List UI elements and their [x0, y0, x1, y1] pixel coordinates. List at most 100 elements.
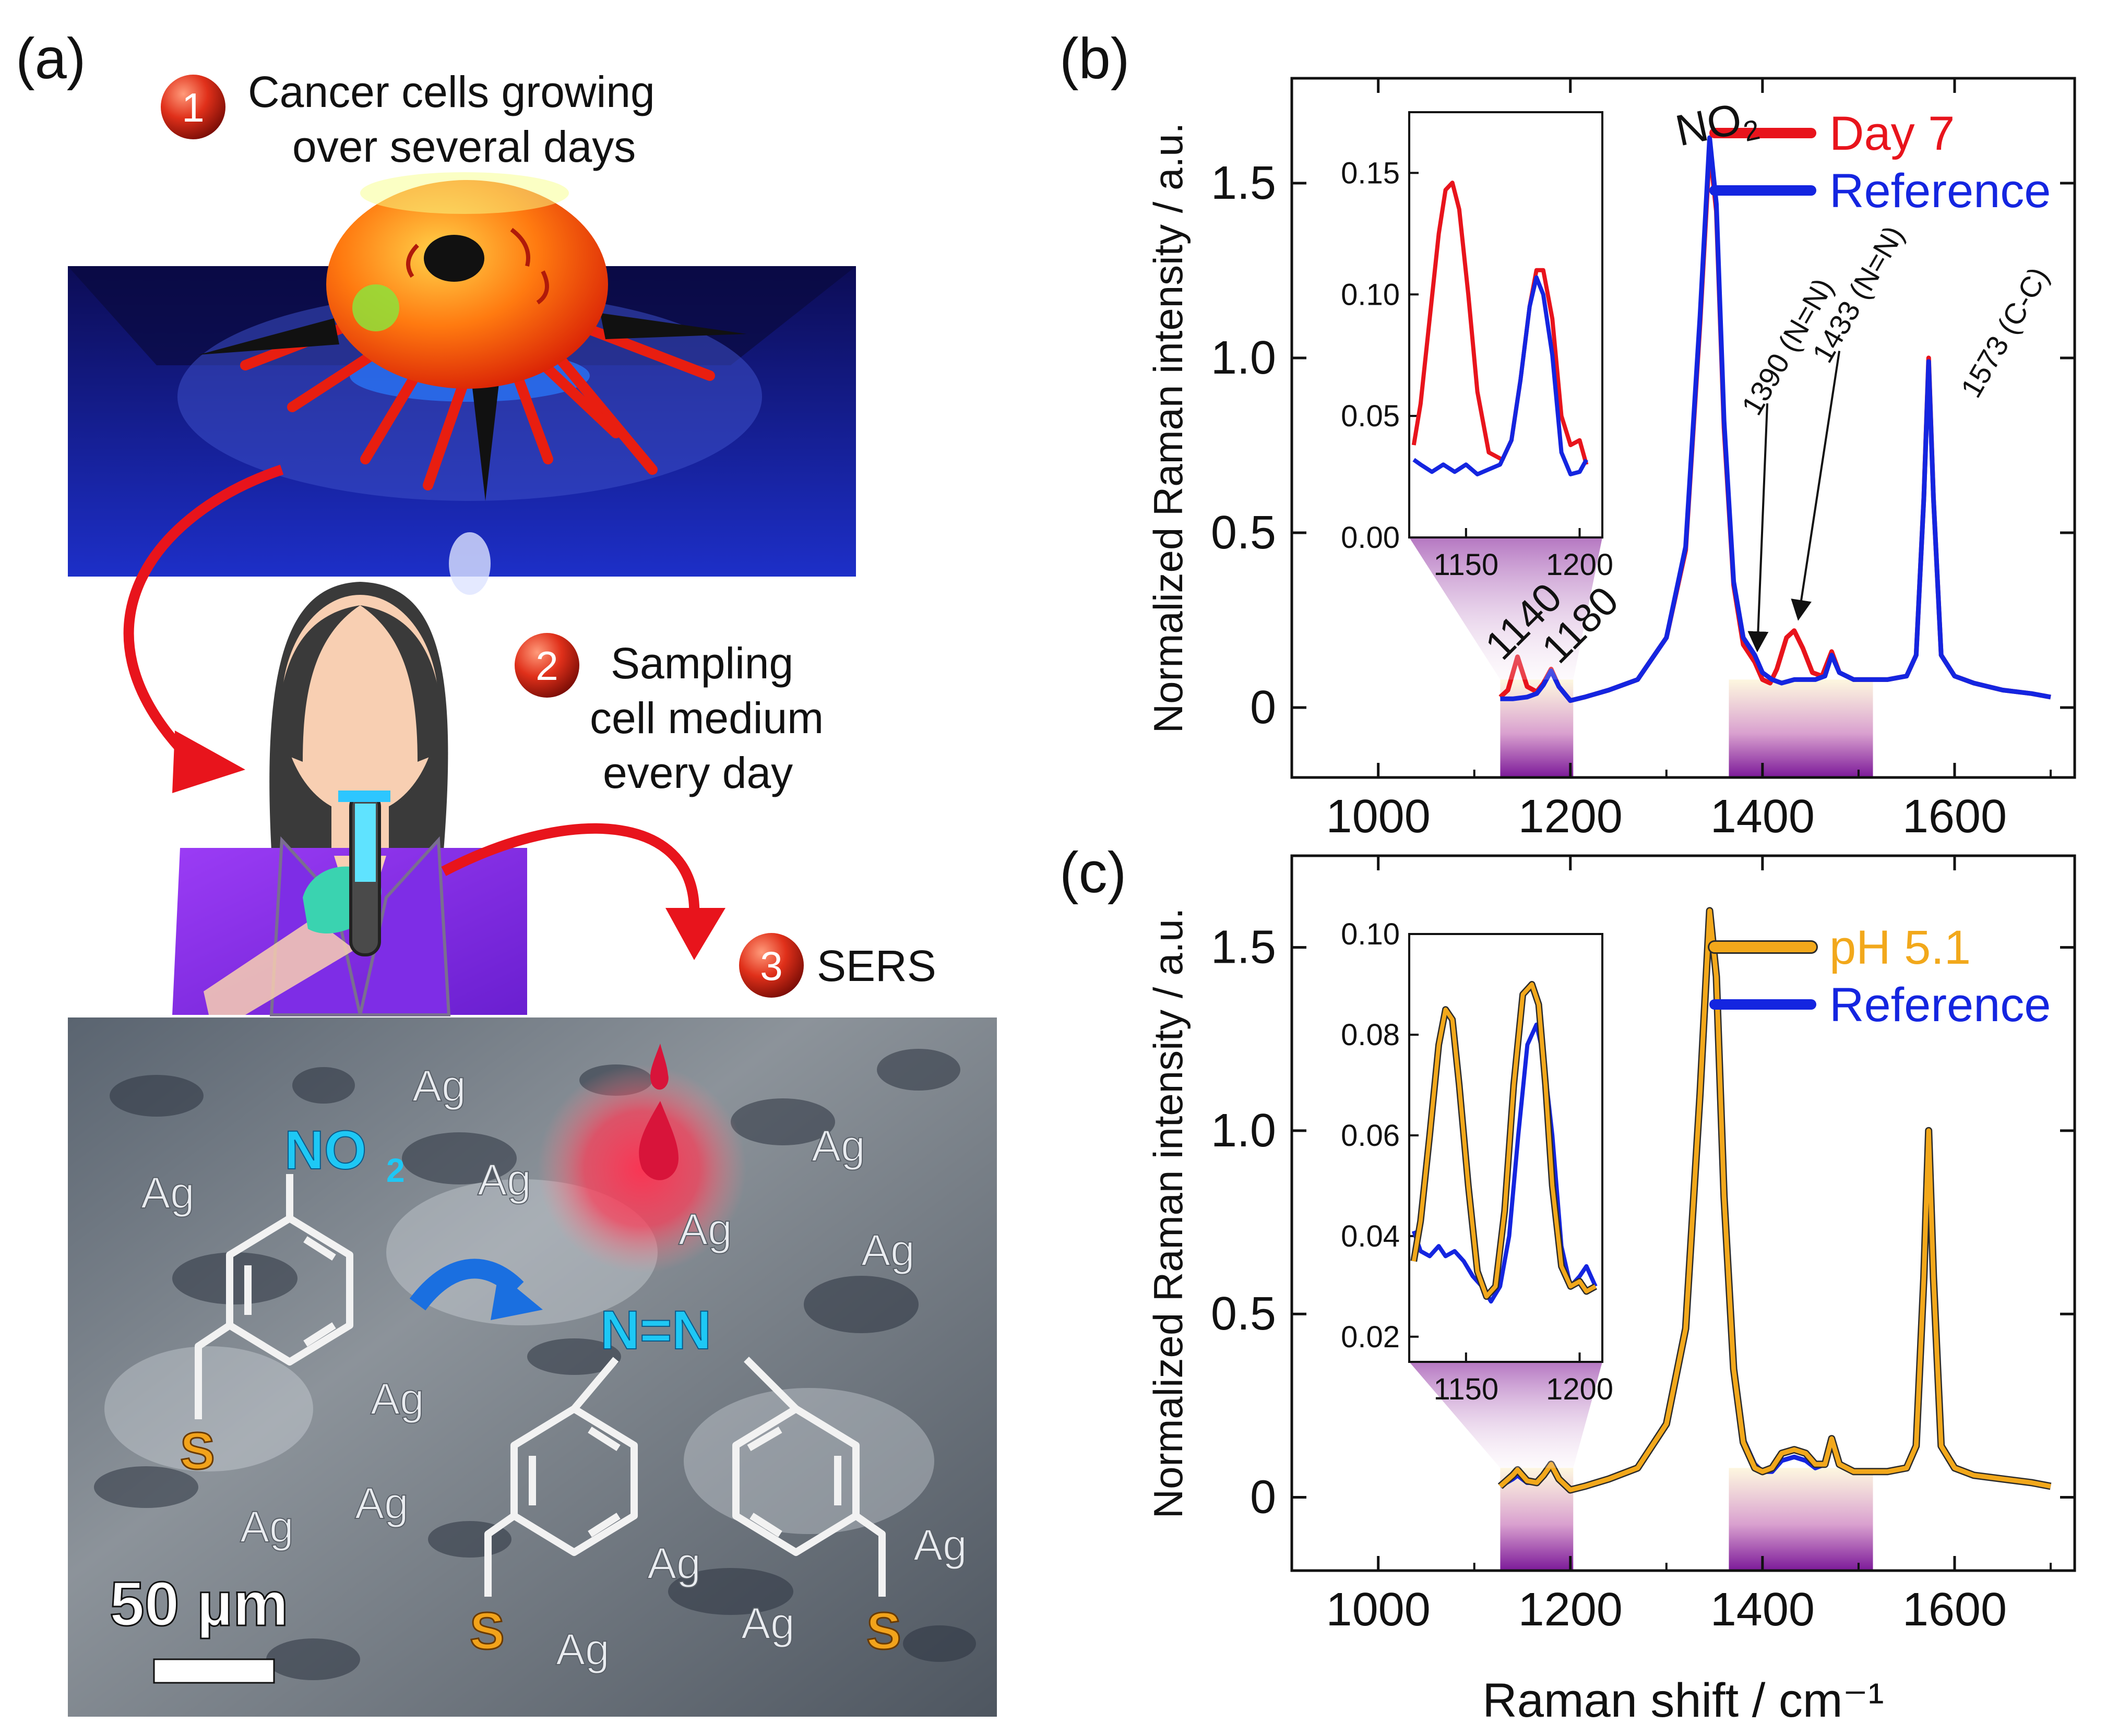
inset-series-line [1411, 1022, 1598, 1304]
step-1-line-2: over several days [292, 122, 636, 171]
inset-zoom-funnel [1409, 1362, 1602, 1468]
step-1-number: 1 [182, 85, 204, 130]
flow-arrow-1 [123, 464, 284, 760]
y-tick-label: 0 [1250, 1471, 1276, 1523]
flow-arrow-1-head [172, 731, 245, 793]
step-2-line-2: cell medium [590, 693, 824, 743]
ag-label: Ag [812, 1121, 865, 1170]
x-tick-label: 1000 [1326, 791, 1431, 843]
y-tick-label: 1.0 [1211, 332, 1276, 384]
inset-y-tick-label: 0.10 [1341, 278, 1400, 312]
reaction-arrow-head [491, 1273, 543, 1320]
y-axis-label: Normalized Raman intensity / a.u. [1145, 123, 1191, 734]
step-3: 3 SERS [739, 933, 936, 998]
inset-y-tick-label: 0.15 [1341, 156, 1400, 190]
ag-label: Ag [741, 1599, 795, 1648]
legend-label: Day 7 [1829, 107, 1955, 160]
inset-y-tick-label: 0.05 [1341, 399, 1400, 433]
ag-label: Ag [355, 1479, 409, 1528]
x-tick-label: 1200 [1518, 1584, 1623, 1636]
inset-zoom-funnel [1409, 537, 1602, 680]
ag-label: Ag [861, 1226, 915, 1275]
researcher-illustration [172, 582, 527, 1016]
chart-b: (b) 1000 1200 1400 1600 0 0.5 1.0 1.5 Normalized … [1060, 27, 2076, 843]
y-tick-label: 0 [1250, 681, 1276, 734]
x-tick-label: 1400 [1710, 791, 1815, 843]
peak-arrow-1433 [1791, 351, 1841, 621]
inset-series-line [1411, 982, 1597, 1299]
nitro-subscript: 2 [386, 1152, 405, 1189]
ag-label: Ag [913, 1521, 967, 1570]
inset-x-tick-label: 1150 [1433, 548, 1498, 582]
nitro-group-label: NO [284, 1120, 367, 1181]
inset-x-tick-label: 1200 [1546, 548, 1613, 582]
inset-y-tick-label: 0.10 [1341, 917, 1400, 951]
highlight-band [1729, 1468, 1873, 1571]
flow-arrow-2 [441, 823, 700, 919]
step-2-badge [515, 633, 579, 698]
panel-a: (a) 1 Cancer cells growing over several … [16, 27, 997, 1717]
step-2-number: 2 [536, 643, 558, 689]
panel-label: (b) [1060, 27, 1129, 91]
step-2: 2 Sampling cell medium every day [515, 633, 824, 797]
inset-y-tick-label: 0.04 [1341, 1219, 1400, 1253]
ag-label: Ag [240, 1502, 294, 1551]
inset-y-tick-label: 0.08 [1341, 1018, 1400, 1052]
flow-arrow-2-head [665, 908, 725, 960]
sulfur-label: S [180, 1422, 215, 1480]
inset-series-line [1412, 275, 1588, 476]
scale-bar-label: 50 µm [110, 1569, 289, 1639]
nitrothiophenol-molecule: NO 2 S [180, 1119, 405, 1481]
x-tick-label: 1200 [1518, 791, 1623, 843]
y-axis-label: Normalized Raman intensity / a.u. [1145, 908, 1191, 1519]
step-1-line-1: Cancer cells growing [248, 67, 655, 116]
y-tick-label: 1.0 [1211, 1105, 1276, 1157]
step-1: 1 Cancer cells growing over several days [161, 67, 655, 171]
ag-label: Ag [141, 1168, 195, 1217]
step-2-line-1: Sampling [611, 639, 793, 688]
step-3-number: 3 [760, 943, 782, 989]
inset-y-tick-label: 0.00 [1341, 521, 1400, 555]
y-tick-label: 1.5 [1211, 157, 1276, 209]
y-tick-label: 0.5 [1211, 1288, 1276, 1340]
x-tick-label: 1400 [1710, 1584, 1815, 1636]
step-2-line-3: every day [603, 748, 793, 797]
chart-c: (c) 1000 1200 1400 1600 0 0.5 1.0 1.5 Normalized … [1060, 841, 2076, 1727]
inset-x-tick-label: 1200 [1546, 1372, 1613, 1406]
peak-arrow-1390 [1747, 403, 1769, 653]
ag-label: Ag [371, 1374, 424, 1423]
step-3-badge [739, 933, 804, 998]
series-line [1500, 135, 2051, 703]
peak-label-1573: 1573 (C-C) [1954, 261, 2055, 403]
panel-label: (c) [1060, 841, 1126, 905]
x-tick-label: 1600 [1902, 1584, 2007, 1636]
series-line [1498, 908, 2051, 1492]
ag-label: Ag [412, 1061, 466, 1110]
azo-group-label: N=N [600, 1300, 711, 1361]
highlight-band [1729, 679, 1873, 777]
step-1-badge [161, 75, 225, 139]
legend-label: Reference [1829, 978, 2051, 1032]
ag-label: Ag [647, 1539, 701, 1588]
inset-x-tick-label: 1150 [1433, 1372, 1498, 1406]
sulfur-label: S [470, 1602, 505, 1660]
legend-label: pH 5.1 [1829, 921, 1971, 974]
ag-label: Ag [679, 1205, 732, 1254]
y-tick-label: 1.5 [1211, 921, 1276, 974]
inset-y-tick-label: 0.02 [1341, 1320, 1400, 1354]
legend-label: Reference [1829, 164, 2051, 218]
ag-label: Ag [556, 1625, 610, 1674]
y-tick-label: 0.5 [1211, 507, 1276, 559]
x-tick-label: 1600 [1902, 791, 2007, 843]
x-tick-label: 1000 [1326, 1584, 1431, 1636]
sers-micrograph: Ag Ag Ag Ag Ag Ag Ag Ag Ag Ag Ag Ag Ag [68, 1017, 997, 1717]
step-3-line-1: SERS [817, 941, 936, 990]
plot-frame [1290, 854, 2076, 1572]
cancer-cell-illustration [68, 172, 856, 595]
x-axis-label: Raman shift / cm⁻¹ [1482, 1674, 1884, 1727]
inset-y-tick-label: 0.06 [1341, 1119, 1400, 1153]
peak-label-no2-subscript: 2 [1741, 114, 1763, 148]
ag-label: Ag [478, 1155, 531, 1204]
scale-bar [153, 1658, 275, 1684]
